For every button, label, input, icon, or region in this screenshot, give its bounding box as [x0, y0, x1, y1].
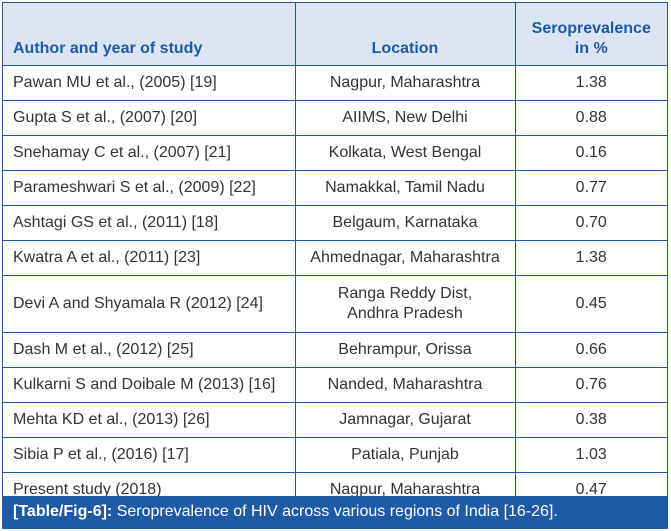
table-row: Kulkarni S and Doibale M (2013) [16] Nan… [3, 367, 667, 403]
cell-seroprevalence: 0.45 [515, 275, 667, 333]
caption-label: [Table/Fig-6]: [13, 503, 113, 520]
cell-seroprevalence: 1.38 [515, 240, 667, 276]
cell-seroprevalence: 0.70 [515, 205, 667, 241]
seroprevalence-table: Author and year of study Location Seropr… [3, 3, 667, 508]
cell-location: AIIMS, New Delhi [295, 100, 516, 136]
cell-location: Nanded, Maharashtra [295, 367, 516, 403]
table-row: Mehta KD et al., (2013) [26] Jamnagar, G… [3, 402, 667, 438]
cell-author: Parameshwari S et al., (2009) [22] [3, 170, 296, 206]
cell-location: Jamnagar, Gujarat [295, 402, 516, 438]
header-seroprevalence-line2: in % [574, 40, 608, 57]
cell-location: Belgaum, Karnataka [295, 205, 516, 241]
cell-seroprevalence: 0.66 [515, 332, 667, 368]
cell-author: Ashtagi GS et al., (2011) [18] [3, 205, 296, 241]
cell-author: Kwatra A et al., (2011) [23] [3, 240, 296, 276]
table-row: Ashtagi GS et al., (2011) [18] Belgaum, … [3, 205, 667, 241]
cell-author: Devi A and Shyamala R (2012) [24] [3, 275, 296, 333]
cell-location-line2: Andhra Pradesh [347, 305, 463, 322]
cell-author: Kulkarni S and Doibale M (2013) [16] [3, 367, 296, 403]
cell-location: Patiala, Punjab [295, 437, 516, 473]
cell-author: Pawan MU et al., (2005) [19] [3, 65, 296, 101]
table-row: Kwatra A et al., (2011) [23] Ahmednagar,… [3, 240, 667, 276]
table-row: Sibia P et al., (2016) [17] Patiala, Pun… [3, 437, 667, 473]
cell-location: Kolkata, West Bengal [295, 135, 516, 171]
cell-author: Mehta KD et al., (2013) [26] [3, 402, 296, 438]
cell-author: Gupta S et al., (2007) [20] [3, 100, 296, 136]
cell-seroprevalence: 0.88 [515, 100, 667, 136]
cell-seroprevalence: 0.16 [515, 135, 667, 171]
cell-location: Behrampur, Orissa [295, 332, 516, 368]
header-seroprevalence: Seroprevalence in % [515, 3, 667, 66]
cell-location: Ahmednagar, Maharashtra [295, 240, 516, 276]
cell-location: Nagpur, Maharashtra [295, 65, 516, 101]
cell-author: Snehamay C et al., (2007) [21] [3, 135, 296, 171]
cell-location: Namakkal, Tamil Nadu [295, 170, 516, 206]
cell-seroprevalence: 0.77 [515, 170, 667, 206]
header-author: Author and year of study [3, 3, 296, 66]
table-row: Parameshwari S et al., (2009) [22] Namak… [3, 170, 667, 206]
cell-seroprevalence: 0.38 [515, 402, 667, 438]
caption-text: Seroprevalence of HIV across various reg… [112, 503, 558, 520]
header-location: Location [295, 3, 516, 66]
cell-seroprevalence: 1.38 [515, 65, 667, 101]
table-header-row: Author and year of study Location Seropr… [3, 3, 667, 66]
table-row: Devi A and Shyamala R (2012) [24] Ranga … [3, 275, 667, 333]
cell-seroprevalence: 1.03 [515, 437, 667, 473]
table-row: Pawan MU et al., (2005) [19] Nagpur, Mah… [3, 65, 667, 101]
header-seroprevalence-line1: Seroprevalence [531, 20, 651, 37]
cell-author: Sibia P et al., (2016) [17] [3, 437, 296, 473]
table-row: Snehamay C et al., (2007) [21] Kolkata, … [3, 135, 667, 171]
table-row: Dash M et al., (2012) [25] Behrampur, Or… [3, 332, 667, 368]
table-row: Gupta S et al., (2007) [20] AIIMS, New D… [3, 100, 667, 136]
cell-location: Ranga Reddy Dist, Andhra Pradesh [295, 275, 516, 333]
table-caption: [Table/Fig-6]: Seroprevalence of HIV acr… [3, 496, 667, 528]
cell-location-line1: Ranga Reddy Dist, [337, 285, 473, 302]
cell-seroprevalence: 0.76 [515, 367, 667, 403]
cell-author: Dash M et al., (2012) [25] [3, 332, 296, 368]
